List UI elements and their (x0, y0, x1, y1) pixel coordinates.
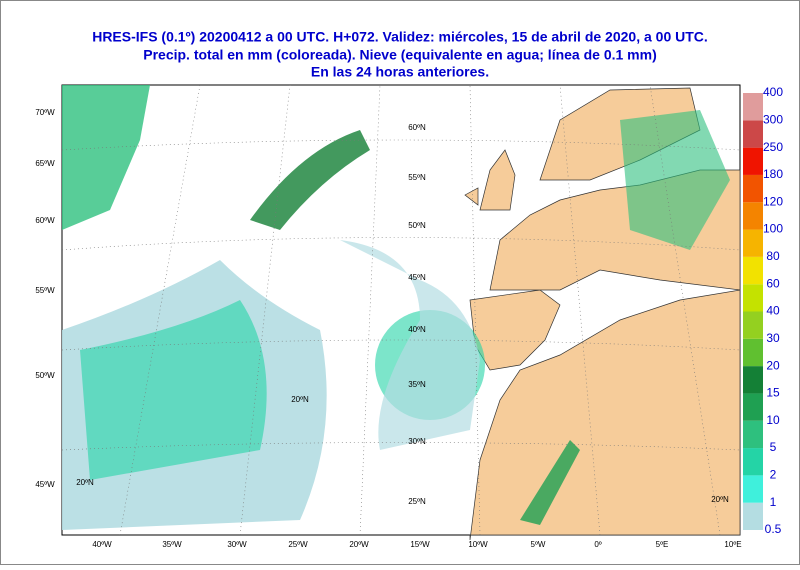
precip-sahara (520, 440, 580, 525)
level-label: 15 (766, 386, 780, 400)
edge-label: 45ºW (35, 480, 55, 489)
lat-label: 25ºN (408, 497, 426, 506)
precip-band (250, 130, 370, 230)
color-box (743, 202, 763, 230)
color-box (743, 311, 763, 339)
color-box (743, 366, 763, 394)
level-label: 250 (763, 140, 783, 154)
color-box (743, 420, 763, 449)
color-box (743, 93, 763, 121)
color-box (743, 502, 763, 530)
edge-label: 55ºW (35, 286, 55, 295)
level-label: 0.5 (765, 522, 782, 536)
lat-label: 20ºN (291, 395, 309, 404)
colorbar: 0.5 1 2 5 10 15 20 30 40 60 80 100 120 180 250 300 400 (743, 85, 783, 536)
lon-label: 40ºW (92, 540, 112, 549)
precip-area (80, 300, 267, 480)
british-isles (464, 149, 516, 211)
lon-label: 30ºW (227, 540, 247, 549)
africa (469, 289, 741, 541)
level-label: 60 (766, 276, 780, 290)
color-box (743, 284, 763, 312)
color-box (743, 393, 763, 421)
level-label: 100 (763, 222, 783, 236)
level-label: 10 (766, 413, 780, 427)
edge-label: 50ºW (35, 371, 55, 380)
precip-europe (620, 110, 730, 250)
color-box (743, 475, 763, 503)
level-label: 300 (763, 112, 783, 126)
lat-label: 50ºN (408, 221, 426, 230)
color-box (743, 338, 763, 367)
title-line: Precip. total en mm (coloreada). Nieve (… (143, 47, 657, 63)
edge-label: 60ºW (35, 216, 55, 225)
level-label: 2 (770, 468, 777, 482)
color-box (743, 229, 763, 257)
lon-label: 5ºW (531, 540, 546, 549)
color-box (743, 174, 763, 203)
title-line: HRES-IFS (0.1º) 20200412 a 00 UTC. H+072… (92, 29, 708, 45)
color-box (743, 448, 763, 476)
level-label: 5 (770, 440, 777, 454)
lon-label: 0º (594, 540, 601, 549)
map (61, 84, 741, 541)
title-line: En las 24 horas anteriores. (311, 64, 489, 80)
lat-label: 45ºN (408, 273, 426, 282)
lon-label: 5ºE (656, 540, 669, 549)
level-label: 180 (763, 167, 783, 181)
edge-label: 70ºW (35, 108, 55, 117)
edge-label: 65ºW (35, 159, 55, 168)
level-label: 30 (766, 331, 780, 345)
lon-label: 20ºW (349, 540, 369, 549)
scandinavia (539, 87, 701, 181)
lon-label: 25ºW (288, 540, 308, 549)
lon-label: 15ºW (410, 540, 430, 549)
color-box (743, 120, 763, 148)
lon-label: 35ºW (162, 540, 182, 549)
lon-label: 10ºE (724, 540, 741, 549)
lat-label: 40ºN (408, 325, 426, 334)
meridian (119, 84, 721, 536)
level-label: 80 (766, 249, 780, 263)
lat-label: 20ºN (711, 495, 729, 504)
lat-label: 55ºN (408, 173, 426, 182)
level-label: 120 (763, 194, 783, 208)
color-box (743, 147, 763, 175)
precip-area (340, 240, 480, 450)
precip-greenland (62, 85, 150, 230)
level-label: 20 (766, 358, 780, 372)
level-label: 400 (763, 85, 783, 99)
color-box (743, 256, 763, 285)
lat-label: 20ºN (76, 478, 94, 487)
lat-label: 35ºN (408, 380, 426, 389)
level-label: 40 (766, 304, 780, 318)
map-labels: 40ºW 35ºW 30ºW 25ºW 20ºW 15ºW 10ºW 5ºW 0º 5ºE 10ºE… (35, 108, 741, 549)
level-label: 1 (770, 495, 777, 509)
lat-label: 30ºN (408, 437, 426, 446)
lat-label: 60ºN (408, 123, 426, 132)
lon-label: 10ºW (468, 540, 488, 549)
